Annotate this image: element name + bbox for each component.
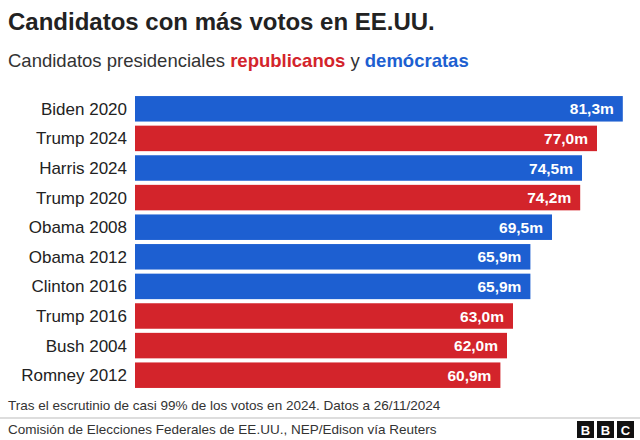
data-label: 74,5m — [529, 160, 573, 177]
logo-box — [617, 421, 634, 438]
logo-box — [577, 421, 594, 438]
subtitle-text: Candidatos presidenciales — [8, 50, 230, 71]
bar — [135, 214, 552, 240]
category-label: Bush 2004 — [46, 337, 127, 356]
category-label: Trump 2020 — [36, 189, 127, 208]
data-label: 74,2m — [527, 189, 571, 206]
subtitle: Candidatos presidenciales republicanos y… — [8, 50, 469, 71]
bar — [135, 362, 500, 388]
divider — [0, 418, 640, 419]
bars — [135, 96, 623, 388]
category-label: Biden 2020 — [41, 100, 127, 119]
data-label: 63,0m — [460, 308, 504, 325]
bar — [135, 333, 507, 359]
logo-letter: B — [581, 423, 590, 438]
category-label: Clinton 2016 — [32, 277, 127, 296]
bar — [135, 96, 623, 122]
legend-entry: republicanos — [230, 50, 345, 71]
category-label: Obama 2008 — [29, 218, 127, 237]
category-label: Harris 2024 — [39, 159, 127, 178]
bar — [135, 303, 513, 329]
data-label: 62,0m — [454, 337, 498, 354]
bar — [135, 126, 597, 151]
category-label: Romney 2012 — [21, 366, 127, 385]
logo-box — [597, 421, 614, 438]
data-label: 60,9m — [447, 367, 491, 384]
logo-text: BBC — [581, 423, 631, 438]
chart: Candidatos con más votos en EE.UU. Candid… — [0, 0, 640, 440]
note: Tras el escrutinio de casi 99% de los vo… — [8, 398, 441, 413]
data-label: 65,9m — [477, 278, 521, 295]
labels: Biden 2020 81,3m Trump 2024 77,0m Harris 202… — [21, 100, 614, 385]
data-label: 77,0m — [544, 130, 588, 147]
subtitle-text: y — [345, 50, 365, 71]
data-label: 81,3m — [570, 100, 614, 117]
category-label: Obama 2012 — [29, 248, 127, 267]
data-label: 65,9m — [477, 248, 521, 265]
bar — [135, 244, 530, 269]
category-label: Trump 2016 — [36, 307, 127, 326]
category-label: Trump 2024 — [36, 129, 127, 148]
title: Candidatos con más votos en EE.UU. — [8, 8, 435, 35]
logo-letter: B — [601, 423, 610, 438]
bar — [135, 185, 580, 211]
data-label: 69,5m — [499, 219, 543, 236]
source: Comisión de Elecciones Federales de EE.U… — [8, 422, 437, 437]
bar — [135, 274, 530, 300]
logo-letter: C — [621, 423, 631, 438]
logo: BBC — [577, 421, 634, 438]
legend-entry: demócratas — [365, 50, 469, 71]
bar — [135, 155, 582, 181]
